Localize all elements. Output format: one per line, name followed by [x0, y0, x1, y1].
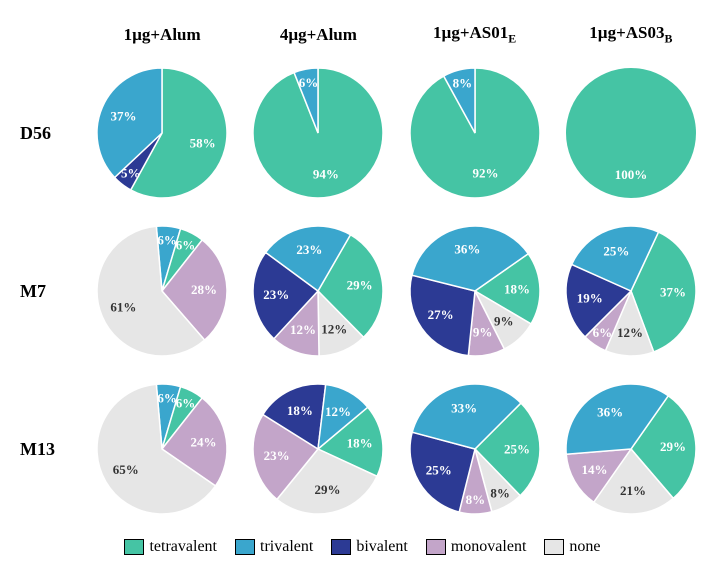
legend-item: tetravalent	[124, 538, 217, 556]
slice-label: 9%	[472, 324, 492, 339]
slice-label: 6%	[176, 396, 196, 411]
slice-label: 24%	[191, 435, 217, 450]
legend-label: none	[569, 538, 600, 556]
pie-cell: 6%6% 28% 61%	[92, 221, 232, 361]
legend-swatch	[124, 539, 144, 555]
slice-label: 36%	[454, 242, 480, 257]
slice-label: 9%	[494, 314, 514, 329]
pie-grid: 1µg+Alum 4µg+Alum 1µg+AS01E 1µg+AS03B D56 58%…	[20, 20, 705, 524]
pie-cell: 25% 8% 8% 25% 33%	[405, 379, 545, 519]
slice-label: 6%	[299, 75, 319, 90]
slice-label: 94%	[313, 166, 339, 181]
slice-label: 25%	[425, 462, 451, 477]
legend-swatch	[426, 539, 446, 555]
slice-label: 6%	[158, 390, 178, 405]
slice-label: 65%	[113, 462, 139, 477]
legend-item: monovalent	[426, 538, 527, 556]
pie-chart: 18% 9%9% 27% 36%	[405, 221, 545, 361]
slice-label: 23%	[264, 448, 290, 463]
slice-label: 29%	[315, 482, 341, 497]
pie-chart: 92% 8%	[405, 63, 545, 203]
pie-chart: 29% 12% 12% 23% 23%	[248, 221, 388, 361]
slice-label: 58%	[190, 135, 216, 150]
slice-label: 6%	[176, 238, 196, 253]
pie-chart: 58%5%37%	[92, 63, 232, 203]
slice-label: 6%	[158, 232, 178, 247]
pie-chart: 18% 29% 23% 18% 12%	[248, 379, 388, 519]
slice-label: 36%	[597, 405, 623, 420]
pie-chart: 6%6% 24% 65%	[92, 379, 232, 519]
pie-cell: 37% 12% 6% 19% 25%	[561, 221, 701, 361]
slice-label: 12%	[617, 325, 643, 340]
column-header: 4µg+Alum	[280, 25, 357, 45]
pie-chart: 6%6% 28% 61%	[92, 221, 232, 361]
slice-label: 8%	[490, 485, 510, 500]
pie-cell: 92% 8%	[405, 63, 545, 203]
pie-cell: 18% 29% 23% 18% 12%	[248, 379, 388, 519]
slice-label: 61%	[110, 299, 136, 314]
pie-chart: 100%	[561, 63, 701, 203]
slice-label: 92%	[472, 166, 498, 181]
column-header: 1µg+AS03B	[589, 23, 672, 46]
pie-chart: 29% 21% 14% 36%	[561, 379, 701, 519]
pie-cell: 29% 12% 12% 23% 23%	[248, 221, 388, 361]
legend-label: trivalent	[260, 538, 313, 556]
legend-label: monovalent	[451, 538, 527, 556]
legend-swatch	[544, 539, 564, 555]
legend: tetravalent trivalent bivalent monovalent no…	[20, 538, 705, 556]
slice-label: 100%	[615, 167, 648, 182]
column-header: 1µg+AS01E	[433, 23, 516, 46]
slice-label: 25%	[504, 441, 530, 456]
slice-label: 8%	[452, 76, 472, 91]
slice-label: 37%	[660, 285, 686, 300]
slice-label: 12%	[322, 322, 348, 337]
slice-label: 27%	[427, 307, 453, 322]
pie-cell: 18% 9%9% 27% 36%	[405, 221, 545, 361]
slice-label: 6%	[593, 325, 613, 340]
slice-label: 23%	[297, 242, 323, 257]
slice-label: 28%	[191, 282, 217, 297]
slice-label: 25%	[603, 244, 629, 259]
slice-label: 12%	[325, 404, 351, 419]
slice-label: 14%	[581, 462, 607, 477]
legend-swatch	[235, 539, 255, 555]
legend-label: bivalent	[356, 538, 408, 556]
legend-label: tetravalent	[149, 538, 217, 556]
slice-label: 29%	[660, 439, 686, 454]
pie-cell: 29% 21% 14% 36%	[561, 379, 701, 519]
column-header: 1µg+Alum	[124, 25, 201, 45]
row-header: D56	[20, 123, 51, 144]
slice-label: 8%	[465, 492, 485, 507]
legend-item: trivalent	[235, 538, 313, 556]
pie-cell: 6%6% 24% 65%	[92, 379, 232, 519]
pie-chart: 94% 6%	[248, 63, 388, 203]
slice-label: 29%	[347, 278, 373, 293]
legend-item: none	[544, 538, 600, 556]
row-header: M13	[20, 439, 55, 460]
legend-swatch	[331, 539, 351, 555]
slice-label: 18%	[347, 435, 373, 450]
pie-chart: 37% 12% 6% 19% 25%	[561, 221, 701, 361]
slice-label: 18%	[287, 403, 313, 418]
slice-label: 21%	[620, 483, 646, 498]
slice-label: 33%	[451, 400, 477, 415]
slice-label: 12%	[290, 322, 316, 337]
pie-cell: 58%5%37%	[92, 63, 232, 203]
legend-item: bivalent	[331, 538, 408, 556]
pie-chart: 25% 8% 8% 25% 33%	[405, 379, 545, 519]
slice-label: 18%	[504, 281, 530, 296]
slice-label: 37%	[111, 108, 137, 123]
row-header: M7	[20, 281, 46, 302]
slice-label: 19%	[577, 291, 603, 306]
pie-cell: 94% 6%	[248, 63, 388, 203]
pie-cell: 100%	[561, 63, 701, 203]
slice-label: 23%	[264, 287, 290, 302]
